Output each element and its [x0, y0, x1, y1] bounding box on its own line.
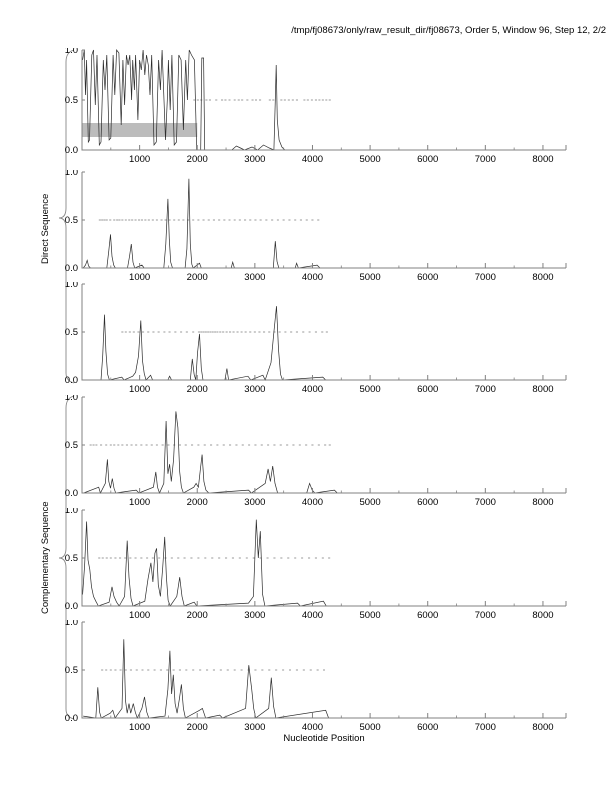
- y-tick-label: 1.0: [65, 620, 78, 628]
- x-tick-label: 2000: [187, 384, 208, 395]
- x-tick-label: 2000: [187, 154, 208, 165]
- x-axis-title: Nucleotide Position: [283, 733, 365, 744]
- x-tick-label: 7000: [475, 722, 496, 733]
- panel-complementary-3: 0.0 0.5 1.0 1000 2000 3000 4000 5000 6000 7000 800…: [52, 620, 572, 734]
- x-tick-label: 1000: [129, 610, 150, 621]
- x-tick-label: 7000: [475, 154, 496, 165]
- y-tick-label: 0.0: [65, 488, 78, 499]
- x-tick-label: 4000: [302, 384, 323, 395]
- x-tick-label: 2000: [187, 610, 208, 621]
- x-tick-label: 2000: [187, 722, 208, 733]
- x-tick-label: 5000: [360, 722, 381, 733]
- x-tick-label: 8000: [532, 610, 553, 621]
- x-tick-label: 5000: [360, 384, 381, 395]
- x-tick-label: 6000: [417, 154, 438, 165]
- x-tick-label: 4000: [302, 497, 323, 508]
- x-tick-label: 3000: [244, 272, 265, 283]
- y-tick-label: 0.5: [65, 440, 78, 451]
- x-tick-label: 2000: [187, 497, 208, 508]
- y-tick-label: 0.0: [65, 263, 78, 274]
- y-tick-label: 1.0: [65, 508, 78, 516]
- panel-complementary-1-chart: 0.0 0.5 1.0 1000 2000 3000 4000 5000 6000 7000 800…: [65, 395, 567, 508]
- panel-complementary-2-chart: 0.0 0.5 1.0 1000 2000 3000 4000 5000 6000 7000 800…: [65, 508, 567, 621]
- x-tick-label: 3000: [244, 610, 265, 621]
- x-tick-label: 4000: [302, 154, 323, 165]
- panel-direct-2: 0.0 0.5 1.0 1000 2000 3000 4000 5000 6000 7000 800…: [52, 170, 572, 284]
- y-tick-label: 0.0: [65, 713, 78, 724]
- panel-direct-3-chart: 0.0 0.5 1.0 1000 2000 3000 4000 5000 6000 7000 800…: [65, 282, 567, 395]
- x-tick-label: 3000: [244, 497, 265, 508]
- y-tick-label: 0.0: [65, 375, 78, 386]
- x-tick-label: 1000: [129, 272, 150, 283]
- x-tick-label: 6000: [417, 272, 438, 283]
- x-tick-label: 6000: [417, 497, 438, 508]
- x-tick-label: 6000: [417, 610, 438, 621]
- x-tick-label: 8000: [532, 497, 553, 508]
- y-tick-label: 0.0: [65, 145, 78, 156]
- y-tick-label: 0.0: [65, 601, 78, 612]
- panel-direct-1: 0.0 0.5 1.0 1000 2000 3000 4000 5000 6000 7000 800…: [52, 48, 572, 166]
- signal-curve: [82, 49, 566, 151]
- x-tick-label: 8000: [532, 384, 553, 395]
- signal-curve: [82, 178, 566, 269]
- x-tick-label: 6000: [417, 384, 438, 395]
- direct-sequence-label: Direct Sequence: [40, 193, 51, 264]
- signal-curve: [83, 306, 566, 381]
- y-tick-label: 0.5: [65, 665, 78, 676]
- panel-complementary-1: 0.0 0.5 1.0 1000 2000 3000 4000 5000 6000 7000 800…: [52, 395, 572, 509]
- x-tick-label: 1000: [129, 154, 150, 165]
- panel-direct-1-chart: 0.0 0.5 1.0 1000 2000 3000 4000 5000 6000 7000 800…: [65, 48, 567, 165]
- x-tick-label: 4000: [302, 722, 323, 733]
- y-tick-label: 1.0: [65, 395, 78, 403]
- x-tick-label: 4000: [302, 272, 323, 283]
- x-tick-label: 5000: [360, 154, 381, 165]
- x-tick-label: 2000: [187, 272, 208, 283]
- x-tick-label: 1000: [129, 384, 150, 395]
- signal-curve: [83, 639, 566, 719]
- panel-complementary-3-chart: 0.0 0.5 1.0 1000 2000 3000 4000 5000 6000 7000 800…: [65, 620, 567, 733]
- panel-complementary-2: 0.0 0.5 1.0 1000 2000 3000 4000 5000 6000 7000 800…: [52, 508, 572, 622]
- y-tick-label: 0.5: [65, 215, 78, 226]
- x-tick-label: 4000: [302, 610, 323, 621]
- panel-direct-2-chart: 0.0 0.5 1.0 1000 2000 3000 4000 5000 6000 7000 800…: [65, 170, 567, 283]
- x-tick-label: 7000: [475, 272, 496, 283]
- x-tick-label: 5000: [360, 497, 381, 508]
- x-tick-label: 8000: [532, 722, 553, 733]
- x-tick-label: 6000: [417, 722, 438, 733]
- y-tick-label: 1.0: [65, 282, 78, 290]
- complementary-sequence-label: Complementary Sequence: [40, 501, 51, 614]
- y-tick-label: 0.5: [65, 327, 78, 338]
- axes-lines: [81, 172, 566, 269]
- x-tick-label: 3000: [244, 384, 265, 395]
- x-tick-label: 3000: [244, 722, 265, 733]
- y-tick-label: 1.0: [65, 170, 78, 178]
- panel-direct-3: 0.0 0.5 1.0 1000 2000 3000 4000 5000 6000 7000 800…: [52, 282, 572, 396]
- x-tick-label: 5000: [360, 610, 381, 621]
- x-tick-label: 8000: [532, 272, 553, 283]
- y-tick-label: 1.0: [65, 48, 78, 56]
- x-tick-label: 7000: [475, 610, 496, 621]
- x-tick-label: 1000: [129, 497, 150, 508]
- y-tick-label: 0.5: [65, 95, 78, 106]
- x-tick-label: 3000: [244, 154, 265, 165]
- y-tick-label: 0.5: [65, 553, 78, 564]
- x-tick-label: 1000: [129, 722, 150, 733]
- signal-curve: [83, 411, 566, 494]
- plot-title: /tmp/fj08673/only/raw_result_dir/fj08673…: [291, 25, 606, 36]
- axes-lines: [81, 284, 566, 381]
- signal-curve: [82, 519, 566, 607]
- x-tick-label: 8000: [532, 154, 553, 165]
- x-tick-label: 5000: [360, 272, 381, 283]
- x-tick-label: 7000: [475, 497, 496, 508]
- x-tick-label: 7000: [475, 384, 496, 395]
